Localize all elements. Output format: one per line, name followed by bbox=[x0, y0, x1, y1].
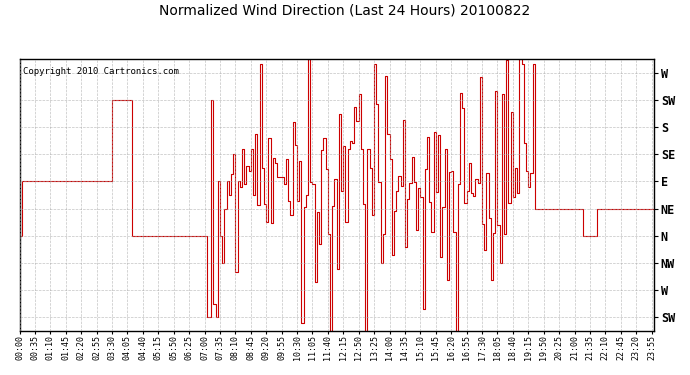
Text: Copyright 2010 Cartronics.com: Copyright 2010 Cartronics.com bbox=[23, 67, 179, 76]
Text: Normalized Wind Direction (Last 24 Hours) 20100822: Normalized Wind Direction (Last 24 Hours… bbox=[159, 4, 531, 18]
